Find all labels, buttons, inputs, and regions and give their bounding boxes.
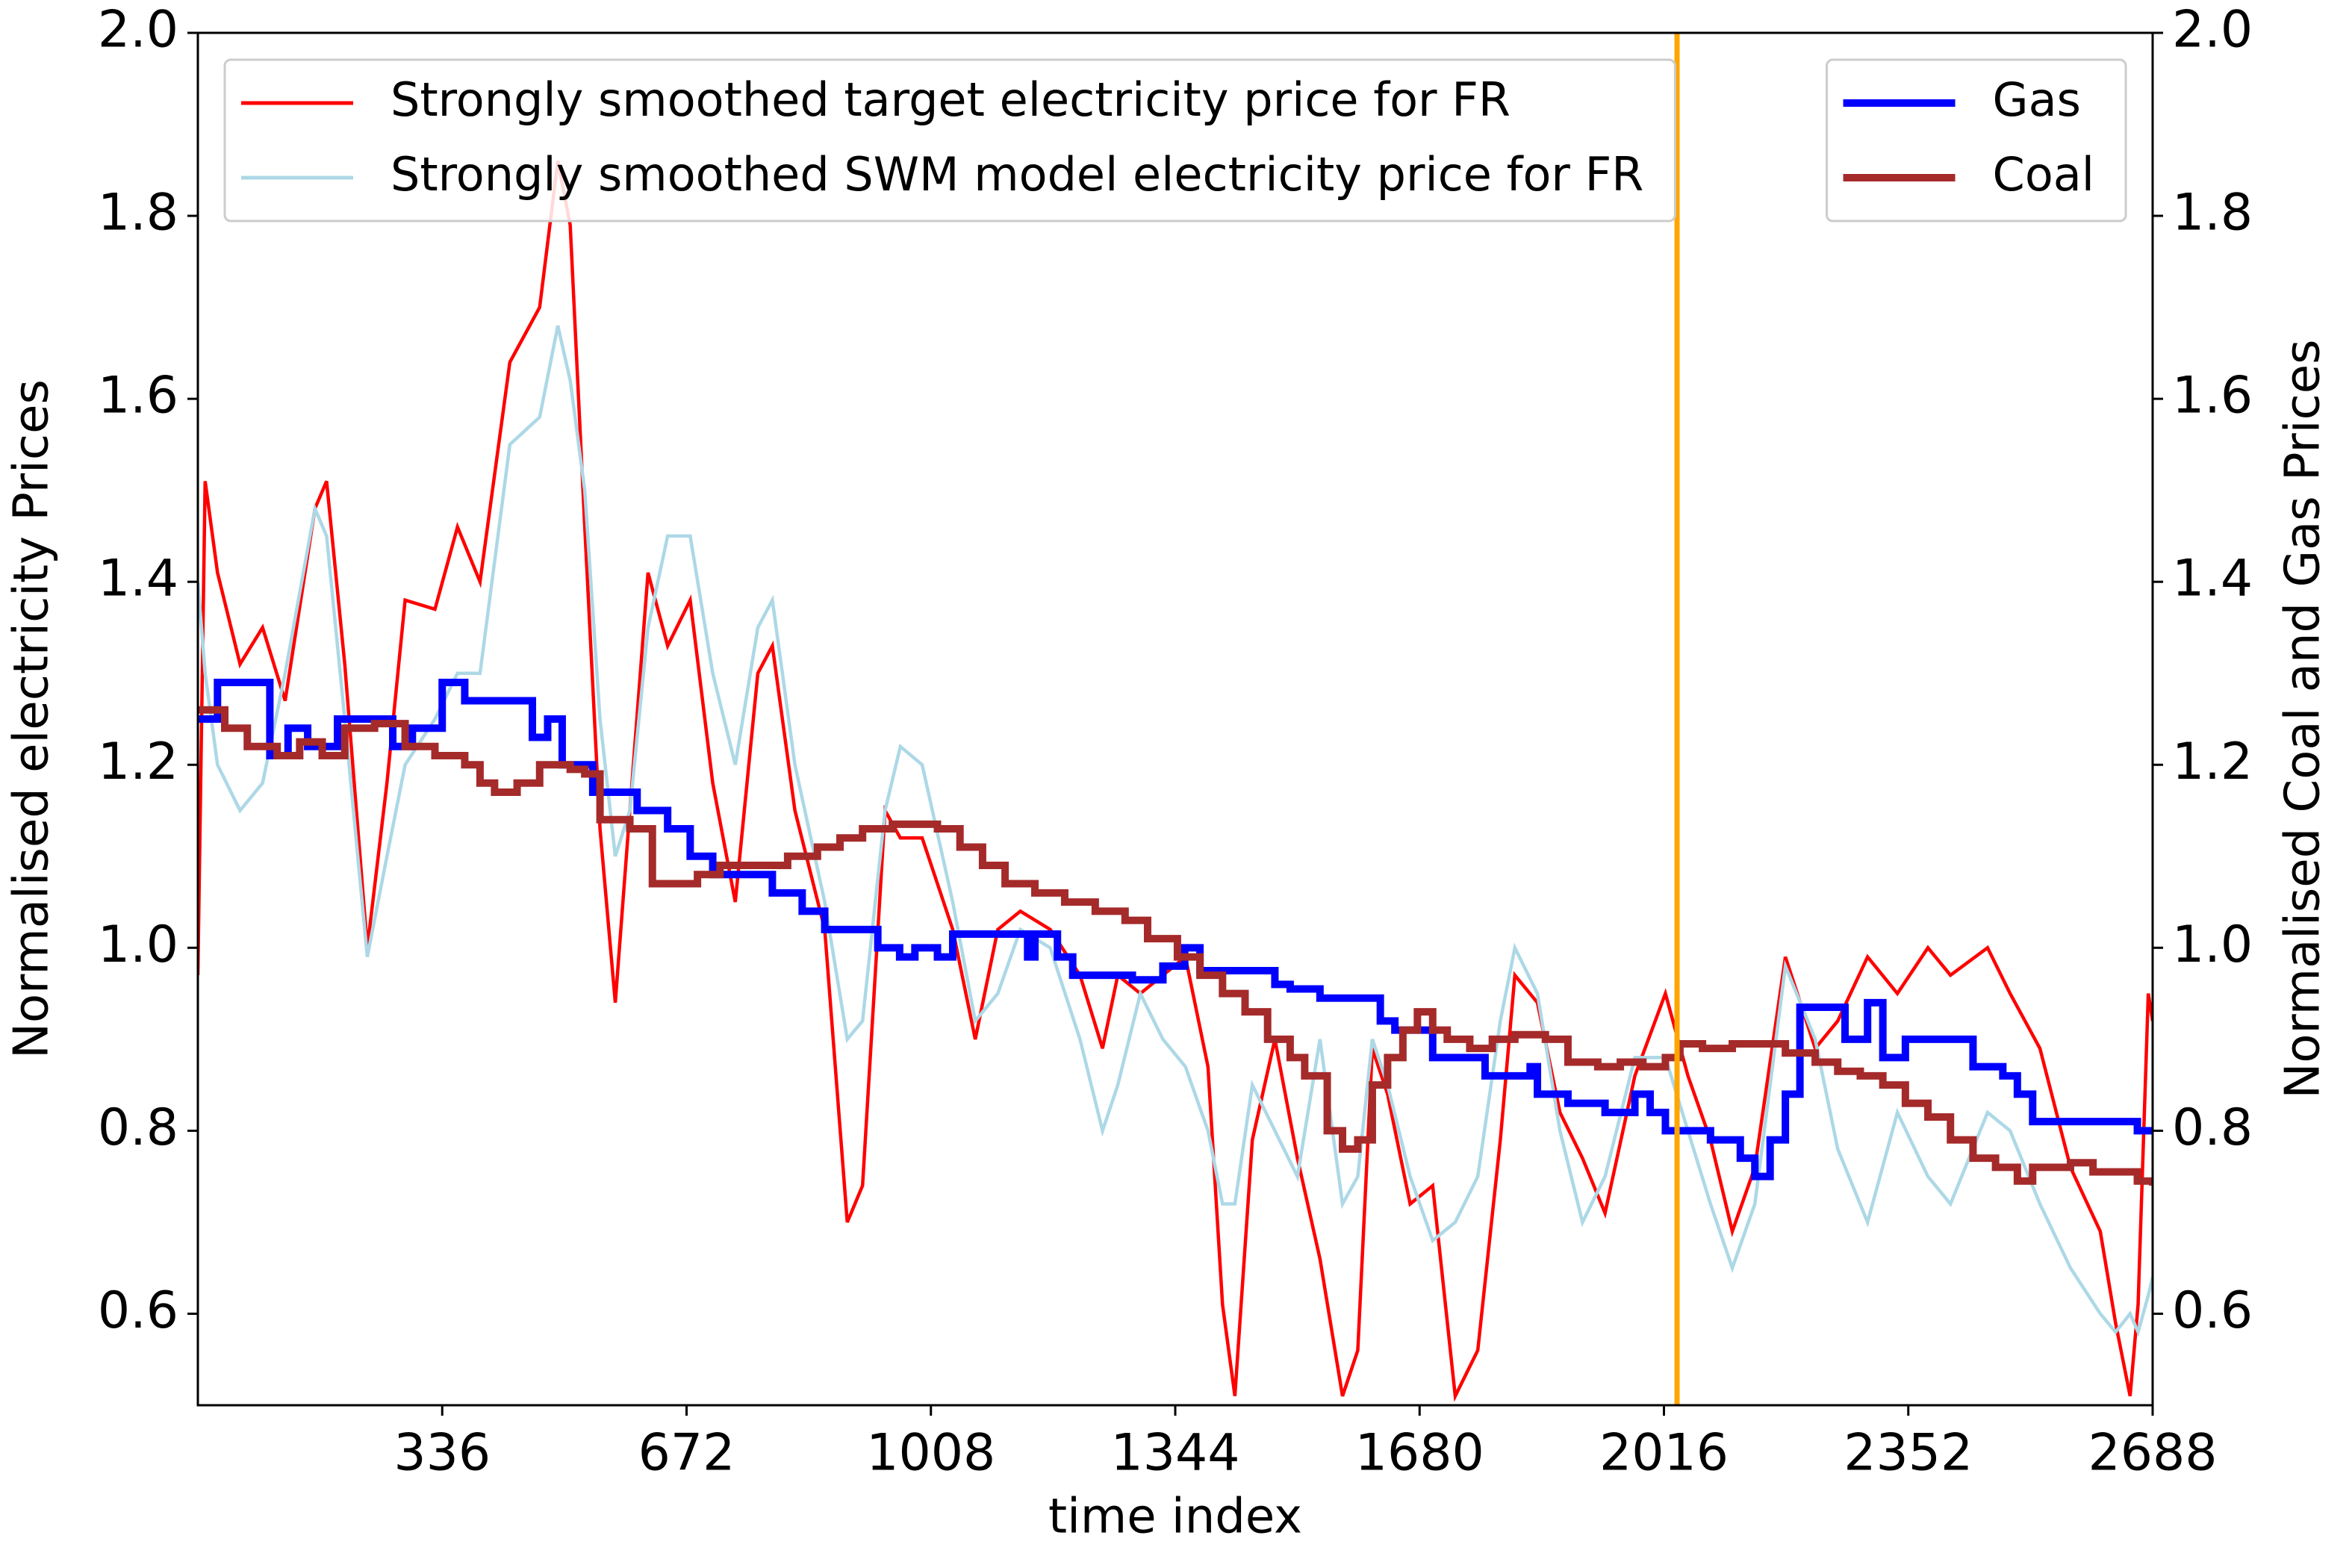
legend: Gas Coal <box>1826 58 2127 223</box>
x-tick-label: 336 <box>393 1424 491 1483</box>
y2-axis-label: Normalised Coal and Gas Prices <box>2276 340 2331 1099</box>
legend: Strongly smoothed target electricity pri… <box>223 58 1676 223</box>
y-tick-label: 2.0 <box>98 1 178 60</box>
y-tick-label: 1.4 <box>98 550 178 609</box>
legend-label: Strongly smoothed SWM model electricity … <box>391 147 1643 202</box>
y2-tick-label: 1.0 <box>2172 915 2253 974</box>
x-tick-label: 1008 <box>866 1424 995 1483</box>
y-tick-label: 1.2 <box>98 732 178 791</box>
y-tick-label: 1.6 <box>98 367 178 426</box>
x-tick-label: 2016 <box>1599 1424 1729 1483</box>
x-tick-label: 1344 <box>1110 1424 1239 1483</box>
plot-frame <box>196 31 2154 1407</box>
y2-tick-label: 1.4 <box>2172 550 2253 609</box>
y2-tick-label: 1.2 <box>2172 732 2253 791</box>
y2-tick-label: 0.6 <box>2172 1281 2253 1340</box>
x-axis-label: time index <box>1048 1490 1302 1545</box>
line <box>198 325 2153 1337</box>
legend-label: Strongly smoothed target electricity pri… <box>391 72 1511 127</box>
y2-tick-label: 1.8 <box>2172 184 2253 243</box>
y-tick-label: 1.8 <box>98 184 178 243</box>
x-tick-label: 1680 <box>1355 1424 1484 1483</box>
step-line <box>198 706 2153 1186</box>
plot-area <box>198 33 2153 1405</box>
y-tick-label: 1.0 <box>98 915 178 974</box>
step-line <box>198 678 2153 1180</box>
legend-label: Coal <box>1993 147 2094 202</box>
y-tick-label: 0.8 <box>98 1098 178 1157</box>
y2-tick-label: 1.6 <box>2172 367 2253 426</box>
y2-tick-label: 0.8 <box>2172 1098 2253 1157</box>
y2-tick-label: 2.0 <box>2172 1 2253 60</box>
x-tick-label: 672 <box>638 1424 735 1483</box>
line <box>198 161 2153 1402</box>
y-tick-label: 0.6 <box>98 1281 178 1340</box>
y-axis-label: Normalised electricity Prices <box>4 379 60 1059</box>
x-tick-label: 2688 <box>2088 1424 2217 1483</box>
legend-label: Gas <box>1993 72 2081 127</box>
x-tick-label: 2352 <box>1844 1424 1973 1483</box>
legend-box <box>223 58 1676 223</box>
